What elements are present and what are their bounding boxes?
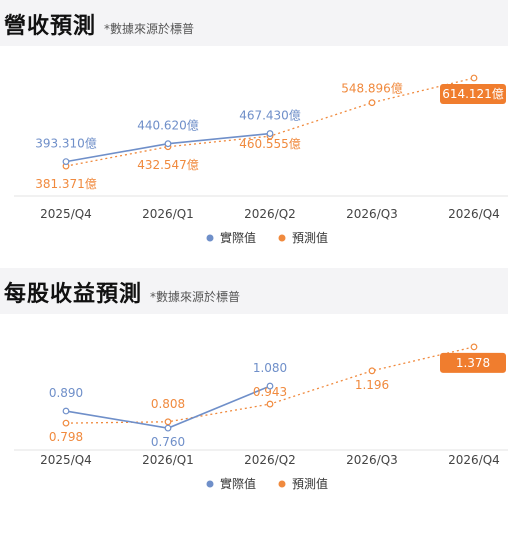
actual-point — [62, 158, 70, 166]
legend-forecast-marker — [278, 480, 286, 488]
forecast-data-label: 432.547億 — [137, 158, 199, 172]
x-tick-label: 2026/Q3 — [346, 453, 398, 467]
x-tick-label: 2026/Q1 — [142, 207, 194, 221]
x-tick-label: 2026/Q2 — [244, 453, 296, 467]
forecast-data-label: 460.555億 — [239, 137, 301, 151]
forecast-point — [368, 99, 376, 107]
actual-data-label: 393.310億 — [35, 137, 97, 151]
forecast-data-label: 0.798 — [49, 430, 83, 444]
revenue-title: 營收預測 — [4, 14, 97, 39]
x-tick-label: 2026/Q3 — [346, 207, 398, 221]
actual-data-label: 0.890 — [49, 386, 83, 400]
legend-actual-label: 實際值 — [220, 476, 256, 491]
forecast-point — [368, 367, 376, 375]
forecast-point — [62, 419, 70, 427]
legend-actual-marker — [206, 480, 214, 488]
forecast-point — [470, 343, 478, 351]
actual-data-label: 1.080 — [253, 361, 287, 375]
forecast-data-label: 614.121億 — [442, 87, 504, 101]
legend-actual-marker — [206, 234, 214, 242]
forecast-latest-badge — [440, 84, 506, 105]
actual-point — [164, 140, 172, 148]
eps-forecast-section: 每股收益預測 *數據來源於標普 0.798 0.808 0.943 1.196 1.37… — [0, 268, 508, 538]
revenue-source-note: *數據來源於標普 — [104, 22, 195, 36]
revenue-chart: 381.371億 432.547億 460.555億 548.896億 614.121億… — [14, 74, 508, 245]
eps-source-note: *數據來源於標普 — [150, 290, 241, 304]
legend-forecast-label: 預測值 — [292, 230, 328, 245]
legend-forecast-marker — [278, 234, 286, 242]
forecast-data-label: 381.371億 — [35, 177, 97, 191]
actual-data-label: 0.760 — [151, 435, 185, 449]
forecast-data-label: 1.196 — [355, 378, 389, 392]
revenue-header: 營收預測 *數據來源於標普 — [0, 0, 508, 46]
revenue-forecast-section: 營收預測 *數據來源於標普 381.371億 432.547億 460.555億 54… — [0, 0, 508, 268]
forecast-data-label: 548.896億 — [341, 82, 403, 96]
forecast-point — [266, 400, 274, 408]
legend-forecast-label: 預測值 — [292, 476, 328, 491]
actual-point — [266, 382, 274, 390]
x-tick-label: 2025/Q4 — [40, 453, 92, 467]
forecast-data-label: 0.808 — [151, 397, 185, 411]
forecast-point — [164, 418, 172, 426]
eps-header: 每股收益預測 *數據來源於標普 — [0, 268, 508, 314]
forecast-latest-badge — [440, 352, 506, 373]
eps-title: 每股收益預測 — [4, 282, 143, 307]
actual-point — [164, 424, 172, 432]
x-tick-label: 2026/Q1 — [142, 453, 194, 467]
forecast-point — [470, 74, 478, 82]
legend-actual-label: 實際值 — [220, 230, 256, 245]
forecast-data-label: 1.378 — [456, 356, 490, 370]
actual-point — [266, 130, 274, 137]
actual-data-label: 467.430億 — [239, 109, 301, 123]
forecast-data-label: 0.943 — [253, 385, 287, 399]
x-tick-label: 2026/Q4 — [448, 207, 500, 221]
actual-point — [62, 407, 70, 415]
x-tick-label: 2026/Q2 — [244, 207, 296, 221]
x-tick-label: 2026/Q4 — [448, 453, 500, 467]
x-tick-label: 2025/Q4 — [40, 207, 92, 221]
eps-chart: 0.798 0.808 0.943 1.196 1.378 0.890 0.760 1.080… — [14, 343, 508, 491]
actual-data-label: 440.620億 — [137, 119, 199, 133]
